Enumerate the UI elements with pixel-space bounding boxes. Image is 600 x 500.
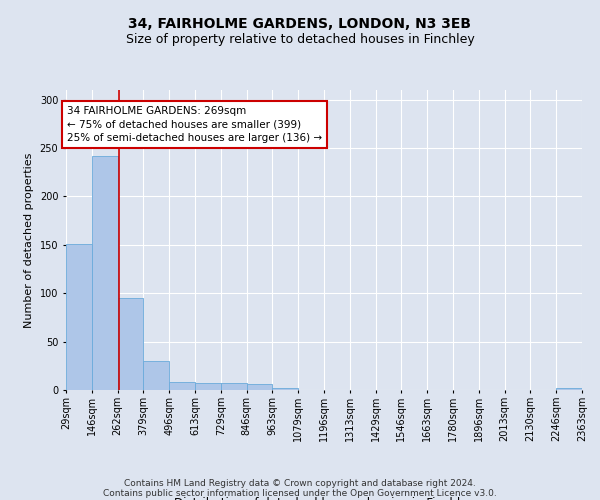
Bar	[169, 382, 195, 390]
Bar	[92, 156, 118, 390]
Bar	[247, 384, 272, 390]
Bar	[118, 298, 143, 390]
Text: 34, FAIRHOLME GARDENS, LONDON, N3 3EB: 34, FAIRHOLME GARDENS, LONDON, N3 3EB	[128, 18, 472, 32]
Bar	[272, 388, 298, 390]
Text: Contains HM Land Registry data © Crown copyright and database right 2024.: Contains HM Land Registry data © Crown c…	[124, 478, 476, 488]
X-axis label: Distribution of detached houses by size in Finchley: Distribution of detached houses by size …	[174, 496, 474, 500]
Text: Size of property relative to detached houses in Finchley: Size of property relative to detached ho…	[125, 32, 475, 46]
Bar	[221, 383, 247, 390]
Text: Contains public sector information licensed under the Open Government Licence v3: Contains public sector information licen…	[103, 488, 497, 498]
Y-axis label: Number of detached properties: Number of detached properties	[24, 152, 34, 328]
Bar	[556, 388, 582, 390]
Text: 34 FAIRHOLME GARDENS: 269sqm
← 75% of detached houses are smaller (399)
25% of s: 34 FAIRHOLME GARDENS: 269sqm ← 75% of de…	[67, 106, 322, 143]
Bar	[195, 383, 221, 390]
Bar	[143, 361, 169, 390]
Bar	[66, 244, 92, 390]
